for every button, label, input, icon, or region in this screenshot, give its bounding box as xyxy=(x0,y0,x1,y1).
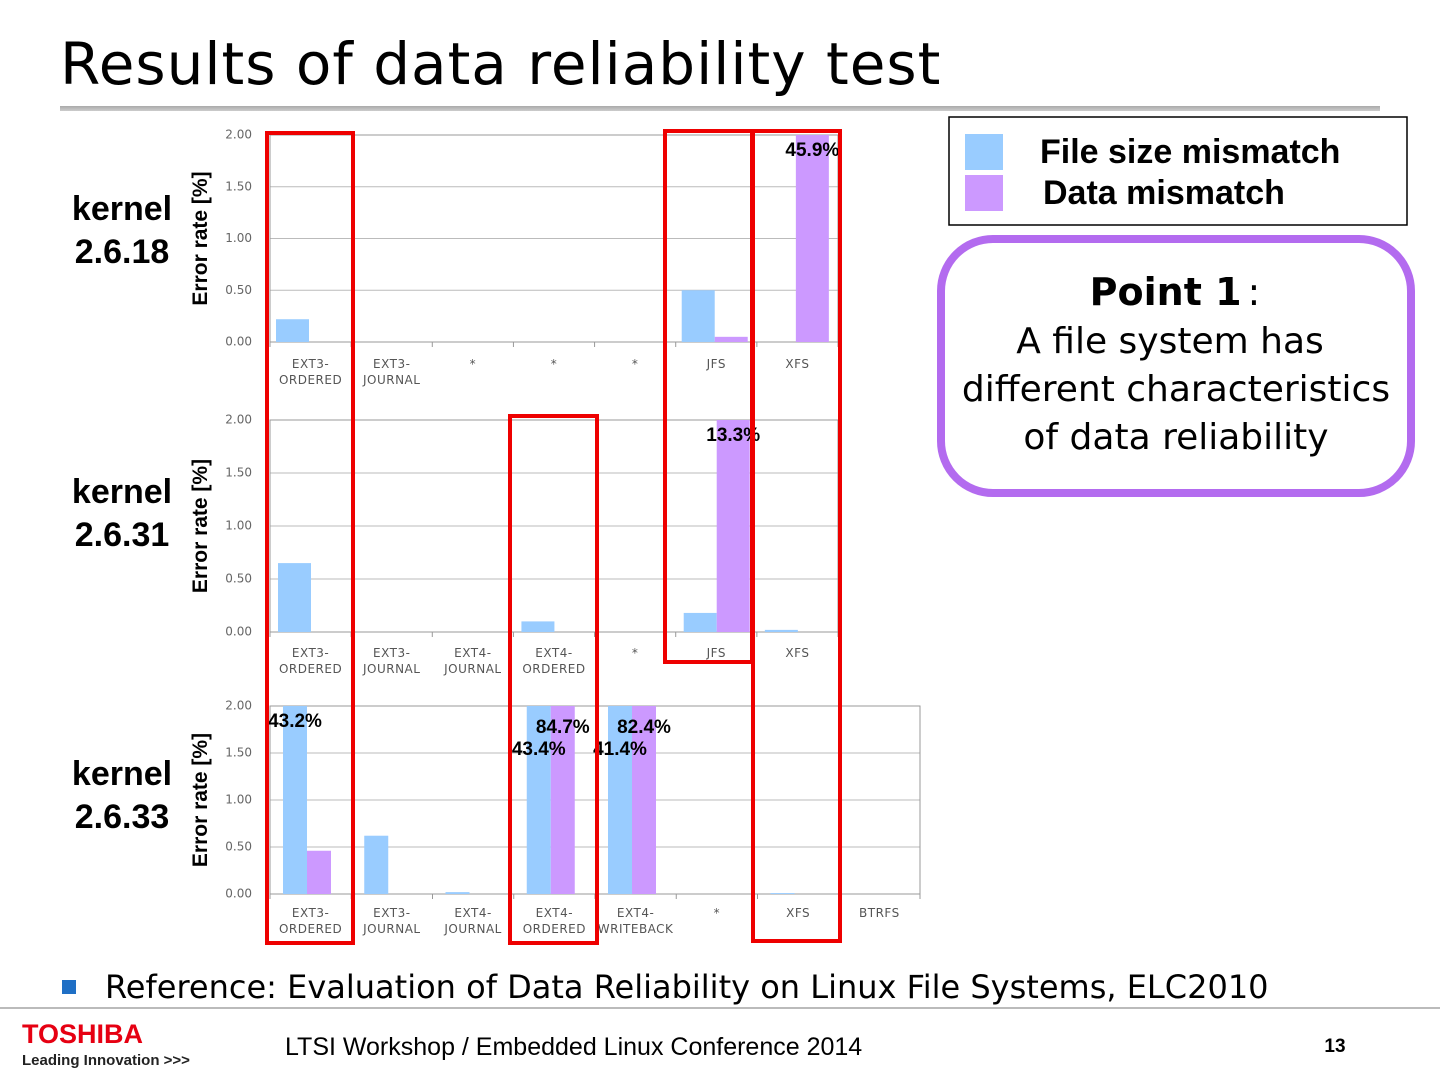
bars xyxy=(276,135,829,342)
highlight-frame xyxy=(508,414,599,945)
highlights xyxy=(265,129,842,945)
point-title: Point 1 xyxy=(1090,270,1242,314)
bar xyxy=(278,563,311,632)
bar xyxy=(445,892,470,894)
legend-box xyxy=(948,116,1408,226)
value-label: 13.3% xyxy=(706,425,760,446)
point-box xyxy=(937,235,1415,497)
value-label: 43.4% xyxy=(512,739,566,760)
bullet xyxy=(62,980,76,994)
bar xyxy=(632,706,656,894)
bar xyxy=(714,336,748,342)
charts: kernel 2.6.18 Error rate [%] 0.00 0.50 1.00 1.… xyxy=(72,128,921,936)
y-tick-label: 1.00 xyxy=(225,231,252,245)
x-tick-label: * xyxy=(632,357,639,371)
bar xyxy=(550,706,575,894)
value-label: 43.2% xyxy=(268,711,322,732)
tagline: Leading Innovation >>> xyxy=(22,1052,190,1069)
x-tick-label: EXT3-JOURNAL xyxy=(362,646,420,676)
bar xyxy=(283,706,307,894)
point-colon: : xyxy=(1248,270,1261,314)
y-tick-label: 1.50 xyxy=(225,746,252,760)
y-axis-title: Error rate [%] xyxy=(189,459,212,593)
y-tick-label: 0.00 xyxy=(225,335,252,349)
bar xyxy=(526,706,551,894)
y-tick-label: 0.00 xyxy=(225,625,252,639)
bar xyxy=(770,893,795,894)
x-tick-label: XFS xyxy=(786,906,810,920)
x-tick-label: EXT3-ORDERED xyxy=(279,357,342,387)
bar xyxy=(276,319,309,342)
x-tick-label: EXT3-JOURNAL xyxy=(362,906,420,936)
y-tick-label: 1.50 xyxy=(225,179,252,193)
page-number: 13 xyxy=(1324,1036,1345,1057)
value-label: 84.7% xyxy=(536,717,590,738)
bar xyxy=(764,629,798,632)
bar xyxy=(608,706,632,894)
x-tick-label: EXT4-ORDERED xyxy=(522,646,585,676)
y-axis-title: Error rate [%] xyxy=(189,171,212,305)
bar xyxy=(364,835,389,894)
y-tick-label: 2.00 xyxy=(225,413,252,427)
x-tick-label: EXT3-ORDERED xyxy=(279,906,342,936)
bar xyxy=(716,420,750,632)
y-tick-label: 0.50 xyxy=(225,283,252,297)
bar-chart: kernel 2.6.31 Error rate [%] 0.00 0.50 1.00 1.… xyxy=(72,413,839,676)
x-tick-label: XFS xyxy=(785,357,809,371)
y-axis-title: Error rate [%] xyxy=(189,733,212,867)
kernel-label: kernel 2.6.33 xyxy=(72,755,172,836)
x-tick-label: * xyxy=(470,357,477,371)
y-tick-label: 1.00 xyxy=(225,519,252,533)
highlight-frame xyxy=(751,129,842,943)
footer-event: LTSI Workshop / Embedded Linux Conferenc… xyxy=(285,1033,862,1061)
legend-label: Data mismatch xyxy=(1043,174,1285,212)
highlight-frame xyxy=(265,131,355,945)
x-tick-label: EXT4-JOURNAL xyxy=(443,646,501,676)
y-tick-label: 2.00 xyxy=(225,128,252,142)
bar xyxy=(681,290,715,342)
x-tick-label: * xyxy=(714,906,721,920)
y-tick-label: 2.00 xyxy=(225,699,252,713)
bar xyxy=(307,850,331,894)
legend-swatch xyxy=(965,134,1003,170)
legend-label: File size mismatch xyxy=(1040,133,1340,171)
value-label: 45.9% xyxy=(785,140,839,161)
y-tick-label: 1.00 xyxy=(225,793,252,807)
y-tick-label: 0.00 xyxy=(225,887,252,901)
point-heading: Point 1: xyxy=(1090,270,1261,314)
y-tick-label: 1.50 xyxy=(225,466,252,480)
title-rule xyxy=(60,106,1380,111)
bars xyxy=(278,420,798,632)
value-label: 41.4% xyxy=(593,739,647,760)
x-tick-label: EXT3-JOURNAL xyxy=(362,357,420,387)
bar xyxy=(795,135,829,342)
x-tick-label: * xyxy=(632,646,639,660)
legend-swatch xyxy=(965,175,1003,211)
y-tick-label: 0.50 xyxy=(225,840,252,854)
x-tick-label: XFS xyxy=(785,646,809,660)
x-tick-label: EXT4-WRITEBACK xyxy=(598,906,674,936)
bar xyxy=(521,621,555,632)
bar-chart: kernel 2.6.18 Error rate [%] 0.00 0.50 1.00 1.… xyxy=(72,128,839,388)
x-tick-label: JFS xyxy=(706,646,726,660)
y-tick-label: 0.50 xyxy=(225,572,252,586)
x-tick-label: JFS xyxy=(706,357,726,371)
kernel-label: kernel 2.6.18 xyxy=(72,190,172,271)
point-line: of data reliability xyxy=(1023,417,1328,458)
brand: TOSHIBA xyxy=(22,1019,143,1049)
x-tick-label: * xyxy=(551,357,558,371)
bars xyxy=(283,706,795,894)
point-line: A file system has xyxy=(1016,321,1324,362)
value-label: 82.4% xyxy=(617,717,671,738)
reference: Reference: Evaluation of Data Reliabilit… xyxy=(105,968,1269,1006)
bar xyxy=(683,612,717,632)
slide-title: Results of data reliability test xyxy=(60,30,941,98)
point-line: different characteristics xyxy=(962,369,1390,410)
x-tick-label: EXT3-ORDERED xyxy=(279,646,342,676)
x-tick-label: EXT4-JOURNAL xyxy=(443,906,501,936)
x-tick-label: BTRFS xyxy=(859,906,900,920)
x-tick-label: EXT4-ORDERED xyxy=(523,906,586,936)
kernel-label: kernel 2.6.31 xyxy=(72,473,172,554)
